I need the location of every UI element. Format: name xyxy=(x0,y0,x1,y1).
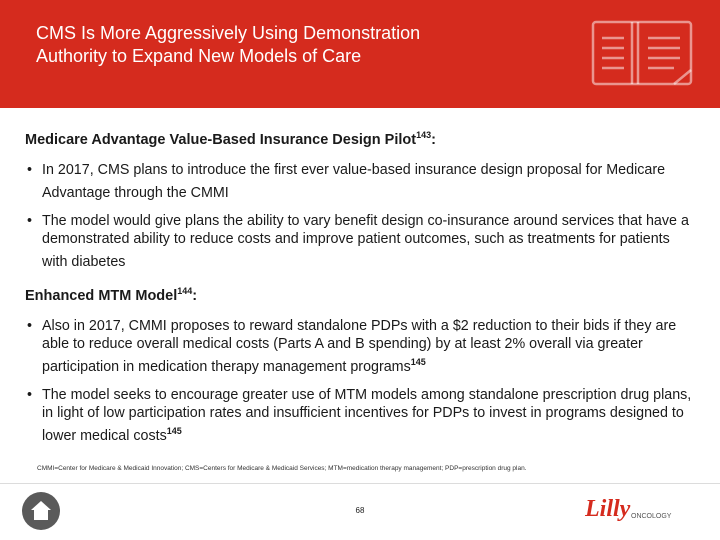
page-number: 68 xyxy=(355,506,365,515)
title-line-2: Authority to Expand New Models of Care xyxy=(36,46,362,66)
list-item: • The model would give plans the ability … xyxy=(27,212,689,270)
home-icon xyxy=(31,501,51,520)
svg-text:ONCOLOGY: ONCOLOGY xyxy=(631,513,672,520)
list-item: • In 2017, CMS plans to introduce the fir… xyxy=(27,161,666,201)
footnote-ref: 145 xyxy=(410,357,426,368)
lilly-oncology-logo: Lilly ONCOLOGY xyxy=(584,494,685,531)
section-title: Enhanced MTM Model144: xyxy=(25,286,198,305)
section-mtm: Enhanced MTM Model144: • Also in 2017, CM… xyxy=(25,282,695,444)
footer-divider xyxy=(0,483,720,484)
section-vbid: Medicare Advantage Value-Based Insurance… xyxy=(25,126,695,270)
svg-text:Lilly: Lilly xyxy=(585,496,631,522)
footnote-ref: 143 xyxy=(416,130,432,140)
header-banner: CMS Is More Aggressively Using Demonstra… xyxy=(0,0,720,108)
footnote-ref: 145 xyxy=(166,425,182,436)
list-item: • The model seeks to encourage greater us… xyxy=(27,386,692,444)
section-title: Medicare Advantage Value-Based Insurance… xyxy=(25,130,436,148)
footnote-ref: 144 xyxy=(177,286,193,297)
home-button[interactable] xyxy=(22,492,60,530)
abbreviations-footnote: CMMI=Center for Medicare & Medicaid Inno… xyxy=(37,465,527,472)
title-line-1: CMS Is More Aggressively Using Demonstra… xyxy=(36,23,421,43)
slide-content: Medicare Advantage Value-Based Insurance… xyxy=(25,126,695,455)
page-title: CMS Is More Aggressively Using Demonstra… xyxy=(36,22,556,68)
list-item: • Also in 2017, CMMI proposes to reward s… xyxy=(27,318,677,375)
book-icon xyxy=(591,20,693,86)
